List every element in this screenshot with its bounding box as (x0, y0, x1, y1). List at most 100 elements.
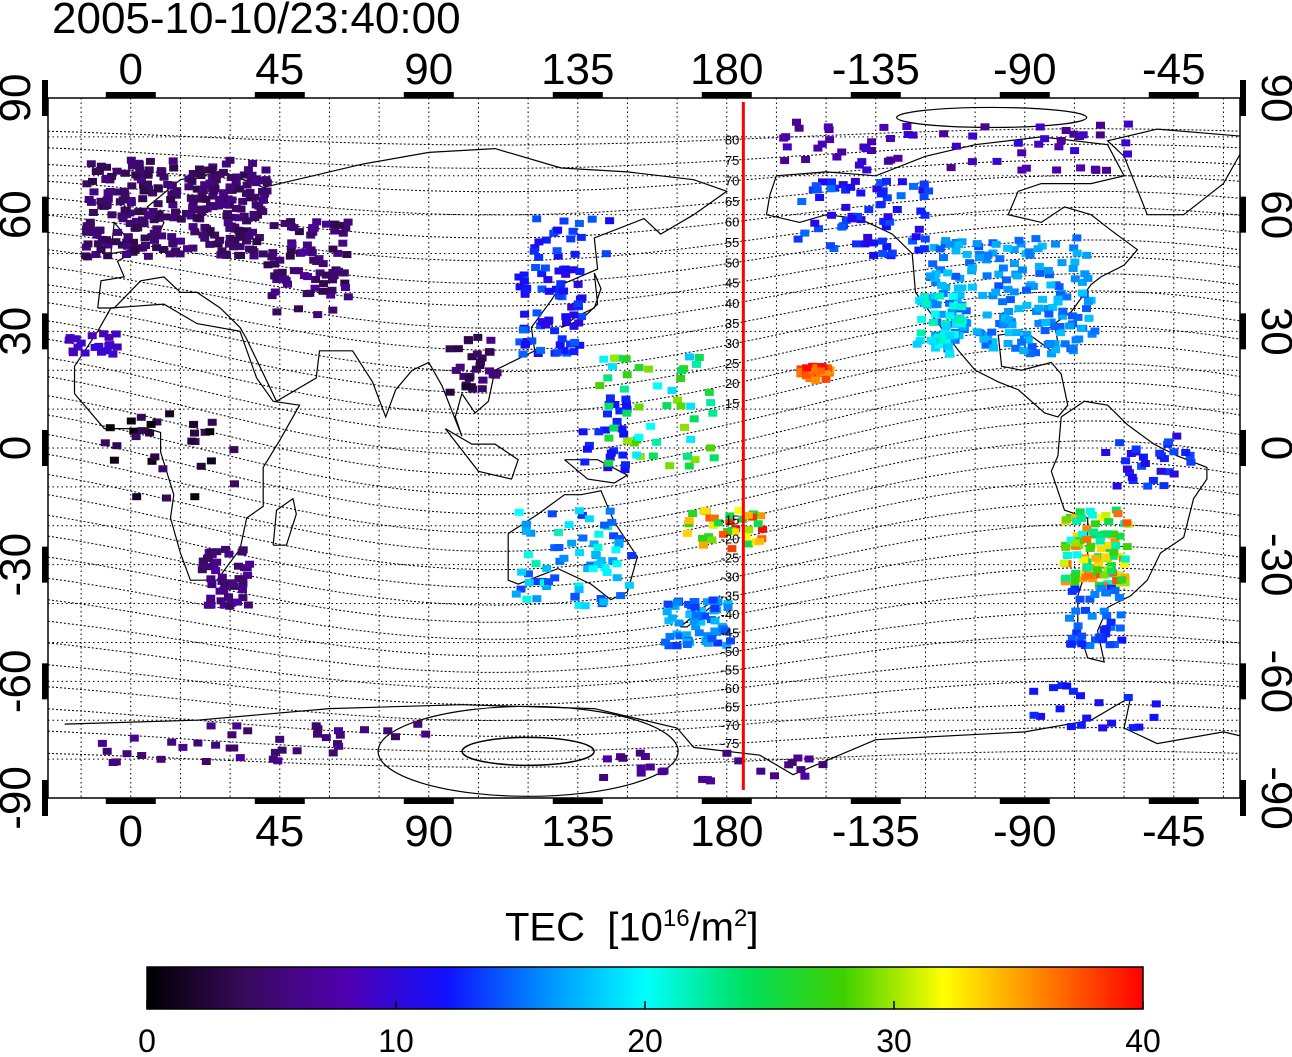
colorbar-title-unit-close: ] (747, 905, 759, 950)
tec-cell (108, 759, 118, 766)
tec-cell (915, 337, 925, 345)
tec-cell (319, 280, 329, 288)
tec-cell (211, 176, 221, 184)
tec-cell (105, 188, 115, 195)
tec-cell (1059, 559, 1069, 567)
tec-cell (700, 507, 710, 515)
tec-cell (531, 264, 541, 271)
tec-cell (702, 598, 712, 606)
tec-cell (1052, 166, 1062, 174)
tec-cell (467, 353, 477, 361)
tec-cell (547, 510, 557, 518)
tec-cell (1013, 139, 1023, 147)
tec-cell (222, 251, 232, 259)
tec-cell (1095, 131, 1105, 139)
tec-cell (1122, 465, 1132, 473)
right-latitude-label: 90 (1252, 74, 1292, 123)
tec-cell (175, 250, 185, 258)
contour-line (48, 143, 1240, 169)
contour-label: 20 (725, 376, 739, 391)
tec-cell (306, 246, 316, 254)
tec-cell (211, 741, 221, 749)
tec-cell (519, 277, 529, 285)
tec-cell (154, 210, 164, 218)
tec-cell (801, 156, 811, 163)
tec-cell (135, 244, 145, 252)
tec-cell (578, 428, 588, 436)
tec-cell (334, 727, 343, 735)
tec-cell (1121, 139, 1131, 147)
tec-cell (794, 124, 804, 132)
tec-cell (206, 548, 216, 556)
contour-label: -20 (721, 532, 740, 547)
left-tick-bar (42, 430, 48, 466)
tec-cell (542, 583, 552, 590)
tec-cell (233, 598, 242, 606)
contour-line (48, 703, 1240, 737)
tec-cell (236, 252, 246, 259)
left-latitude-label: 0 (0, 436, 40, 460)
tec-cell (88, 209, 98, 216)
tec-cell (951, 142, 961, 150)
tec-cell (1085, 595, 1095, 603)
tec-cell (541, 236, 551, 244)
tec-cell (612, 574, 622, 582)
tec-cell (94, 342, 104, 350)
tec-cell (1111, 542, 1121, 549)
tec-cell (686, 435, 696, 443)
tec-cell (661, 638, 671, 646)
tec-cell (520, 290, 530, 298)
tec-cell (286, 218, 296, 226)
top-tick-bar (1148, 92, 1199, 98)
tec-cell (919, 245, 929, 253)
tec-cell (1025, 283, 1035, 290)
tec-cell (313, 311, 323, 319)
tec-cell (478, 376, 488, 384)
tec-cell (1140, 460, 1150, 467)
tec-cell (709, 454, 719, 462)
tec-cell (909, 182, 918, 190)
tec-cell (131, 433, 141, 441)
tec-cell (262, 179, 272, 187)
tec-cell (1065, 322, 1075, 330)
tec-cell (667, 614, 677, 622)
tec-cell (311, 276, 321, 283)
tec-cell (569, 311, 579, 319)
tec-cell (1061, 516, 1071, 524)
colorbar-ticks: 0 10 20 30 40 (138, 1001, 1161, 1057)
tec-cell (267, 253, 277, 261)
tec-cell (118, 196, 128, 204)
tec-cell (707, 536, 717, 544)
tec-cell (1070, 573, 1080, 581)
tec-cell (561, 270, 571, 278)
tec-cell (200, 428, 210, 436)
tec-cell (882, 194, 892, 202)
tec-cell (81, 252, 91, 260)
tec-cell (213, 240, 223, 248)
tec-cell (992, 157, 1002, 165)
tec-cell (150, 453, 160, 461)
tec-cell (1069, 244, 1079, 252)
right-latitude-label: 30 (1252, 307, 1292, 356)
tec-cell (341, 224, 351, 232)
tec-cell (1072, 629, 1082, 637)
tec-cell (188, 170, 198, 177)
tec-cell (235, 754, 245, 762)
colorbar-title-unit-open: [10 (607, 905, 663, 950)
tec-cell (1062, 682, 1072, 690)
tec-cell (856, 189, 866, 197)
top-longitude-label: 135 (541, 45, 614, 94)
tec-cell (1044, 310, 1054, 318)
tec-cell (1186, 458, 1196, 466)
tec-cell (635, 749, 645, 757)
tec-cell (252, 238, 262, 246)
tec-cell (172, 187, 182, 195)
tec-cell (1101, 630, 1111, 638)
tec-cell (1061, 578, 1070, 586)
left-tick-bar (42, 313, 48, 350)
tec-cell (1102, 166, 1111, 174)
tec-cell (1019, 347, 1029, 355)
tec-cell (813, 144, 823, 152)
tec-cell (156, 755, 166, 763)
tec-cell (974, 250, 984, 258)
